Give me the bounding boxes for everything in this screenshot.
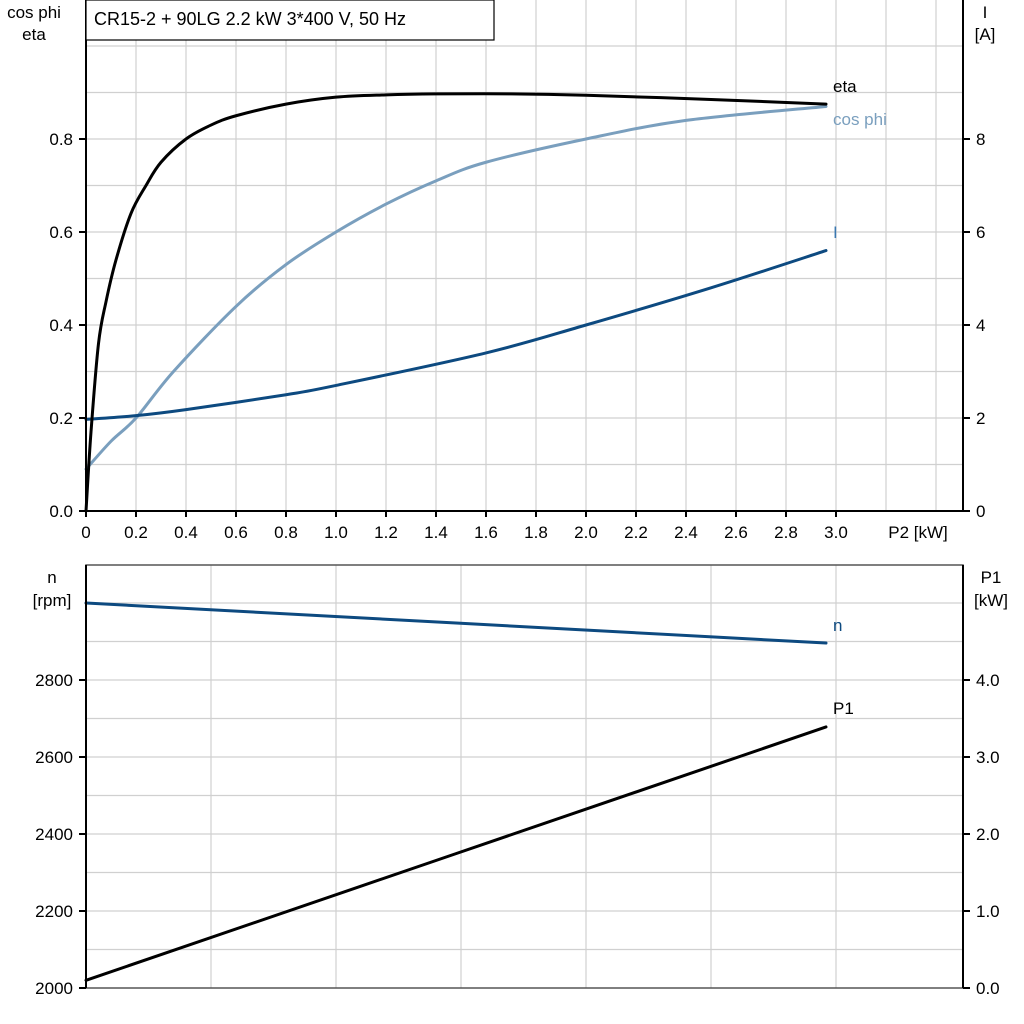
y-right-tick-label: 4.0 <box>976 671 1000 690</box>
x-tick-label: 2.0 <box>574 523 598 542</box>
y-right-tick-label: 2.0 <box>976 825 1000 844</box>
y-left-tick-label: 2400 <box>35 825 73 844</box>
chart-title: CR15-2 + 90LG 2.2 kW 3*400 V, 50 Hz <box>94 9 406 29</box>
x-tick-label: 0.2 <box>124 523 148 542</box>
y-left-label-cosphi: cos phi <box>7 3 61 22</box>
current-curve <box>84 249 828 421</box>
y-right-tick-label: 4 <box>976 316 985 335</box>
x-tick-label: 0.6 <box>224 523 248 542</box>
x-tick-label: 2.4 <box>674 523 698 542</box>
y-left-tick-label: 0.2 <box>49 409 73 428</box>
x-tick-label: 1.4 <box>424 523 448 542</box>
y-left-tick-label: 0.8 <box>49 130 73 149</box>
y-right-tick-label: 1.0 <box>976 902 1000 921</box>
x-axis-label: P2 [kW] <box>888 523 948 542</box>
eta-curve <box>84 92 828 513</box>
y-left-unit-rpm: [rpm] <box>33 591 72 610</box>
y-left-tick-label: 0.0 <box>49 502 73 521</box>
y-right-tick-label: 0 <box>976 502 985 521</box>
cosphi-curve <box>84 104 828 471</box>
y-right-unit-kW: [kW] <box>974 591 1008 610</box>
y-left-tick-label: 2200 <box>35 902 73 921</box>
series-label-eta: eta <box>833 77 857 96</box>
p1-curve <box>84 725 828 982</box>
y-left-tick-label: 2600 <box>35 748 73 767</box>
y-left-tick-label: 2800 <box>35 671 73 690</box>
x-tick-label: 2.2 <box>624 523 648 542</box>
x-tick-label: 3.0 <box>824 523 848 542</box>
y-right-unit-A: [A] <box>975 25 996 44</box>
y-right-label-P1: P1 <box>981 568 1002 587</box>
y-right-tick-label: 3.0 <box>976 748 1000 767</box>
y-right-tick-label: 6 <box>976 223 985 242</box>
y-left-label-n: n <box>47 568 56 587</box>
x-tick-label: 1.2 <box>374 523 398 542</box>
x-tick-label: 0.8 <box>274 523 298 542</box>
y-left-tick-label: 0.4 <box>49 316 73 335</box>
series-label-n: n <box>833 616 842 635</box>
y-left-tick-label: 2000 <box>35 979 73 998</box>
series-label-P1: P1 <box>833 699 854 718</box>
plot-frame-bottom <box>85 564 964 989</box>
y-right-tick-label: 8 <box>976 130 985 149</box>
y-left-label-eta: eta <box>22 25 46 44</box>
y-right-label-I: I <box>983 3 988 22</box>
x-tick-label: 2.6 <box>724 523 748 542</box>
x-tick-label: 1.0 <box>324 523 348 542</box>
x-tick-label: 1.8 <box>524 523 548 542</box>
x-tick-label: 1.6 <box>474 523 498 542</box>
y-left-tick-label: 0.6 <box>49 223 73 242</box>
title-box <box>85 0 495 41</box>
x-tick-label: 0 <box>81 523 90 542</box>
x-tick-label: 2.8 <box>774 523 798 542</box>
y-right-tick-label: 2 <box>976 409 985 428</box>
x-tick-label: 0.4 <box>174 523 198 542</box>
series-label-cosphi: cos phi <box>833 110 887 129</box>
y-right-tick-label: 0.0 <box>976 979 1000 998</box>
speed-curve <box>84 601 828 645</box>
series-label-I: I <box>833 223 838 242</box>
